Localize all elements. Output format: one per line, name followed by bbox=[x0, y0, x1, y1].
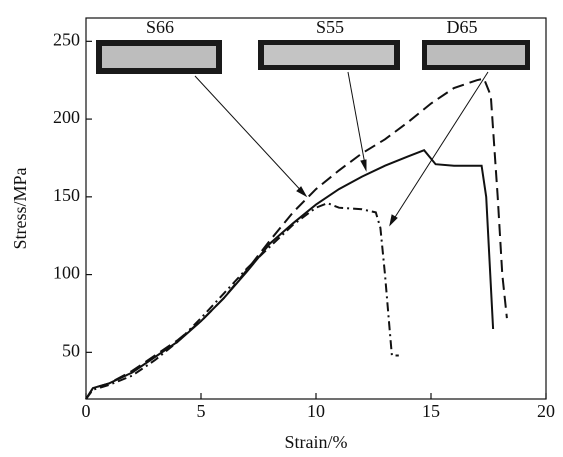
line-series bbox=[85, 149, 495, 400]
x-tick-label: 0 bbox=[82, 401, 91, 421]
series-label: S55 bbox=[316, 17, 344, 37]
plot-frame bbox=[85, 17, 547, 400]
y-tick-label: 100 bbox=[53, 263, 80, 283]
arrows bbox=[194, 71, 489, 227]
x-tick-label: 15 bbox=[422, 401, 440, 421]
y-tick-label: 150 bbox=[53, 185, 80, 205]
x-axis-label: Strain/% bbox=[285, 432, 348, 452]
x-tick-label: 20 bbox=[537, 401, 555, 421]
x-tick-label: 5 bbox=[197, 401, 206, 421]
specimen-images bbox=[96, 40, 530, 74]
y-tick-label: 250 bbox=[53, 29, 80, 49]
series-label: S66 bbox=[146, 17, 174, 37]
line-series bbox=[85, 77, 508, 400]
line-series bbox=[85, 202, 399, 400]
y-tick-label: 200 bbox=[53, 107, 80, 127]
series-label: D65 bbox=[447, 17, 478, 37]
y-axis-label: Stress/MPa bbox=[10, 167, 30, 249]
x-tick-label: 10 bbox=[307, 401, 325, 421]
y-tick-label: 50 bbox=[62, 340, 80, 360]
